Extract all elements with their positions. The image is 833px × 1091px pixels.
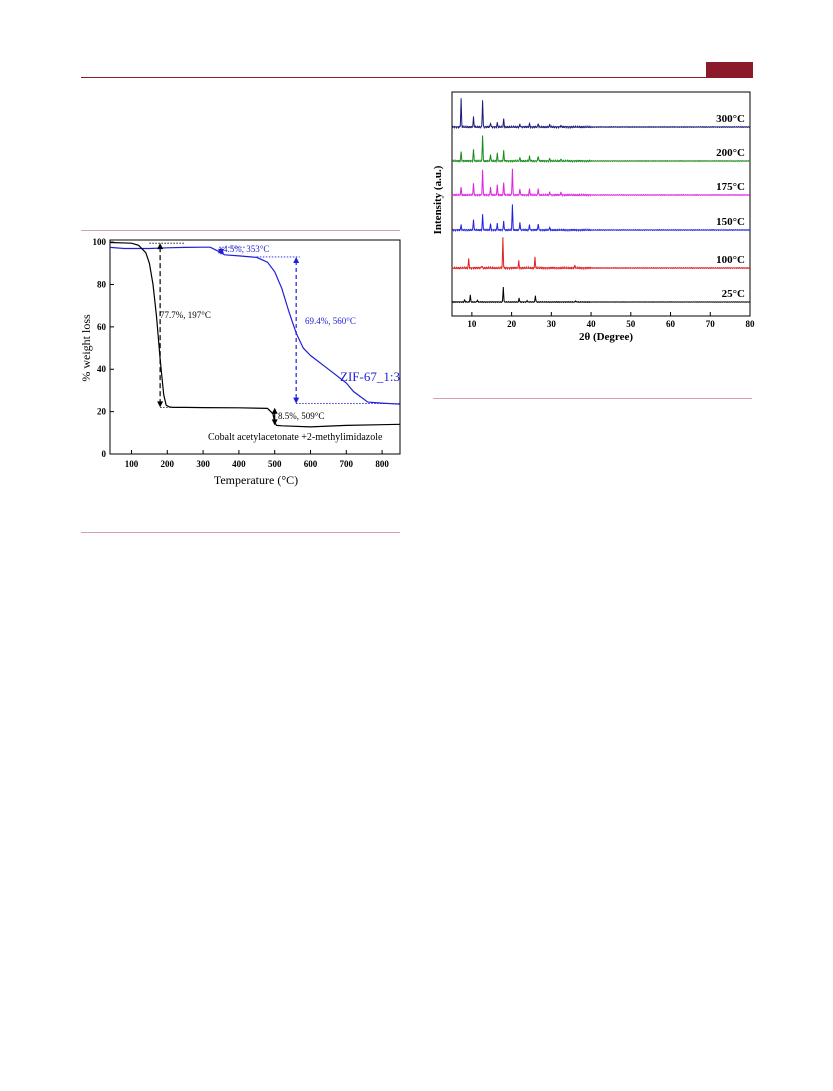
cobalt-minor-loss-arrow-head [271,407,278,414]
tga-y-tick-label: 20 [97,407,107,417]
tga-axes: 100 200 300 400 500 600 700 800 0 20 40 60 80 100 [93,237,401,469]
cobalt-minor-loss-arrow-head [271,419,278,426]
cobalt-series-label: Cobalt acetylacetonate +2-methylimidazol… [208,432,383,443]
tga-x-axis-label: Temperature (°C) [214,473,298,487]
tga-y-tick-label: 0 [102,449,107,459]
tga-y-tick-label: 80 [97,279,107,289]
tga-annotations: 4.5%, 353°C 69.4%, 560°C 77.7%, 197°C 8.5%,… [149,242,400,426]
tga-y-tick-label: 40 [97,364,107,374]
tga-y-axis-label: % weight loss [79,314,93,382]
tga-x-tick-label: 400 [232,459,246,469]
tga-x-tick-label: 200 [161,459,175,469]
figure-bottom-divider [81,532,400,533]
tga-x-tick-label: 100 [125,459,139,469]
tga-annotation: 4.5%, 353°C [223,244,269,254]
tga-annotation: 69.4%, 560°C [305,316,356,326]
header-accent-tab [706,62,753,78]
zif-67-curve [109,246,401,405]
tga-series [109,241,401,428]
zif-series-label: ZIF-67_1:3 [340,369,400,384]
header-rule [81,77,753,78]
zif-minor-loss-arrow-head [217,248,224,255]
tga-annotation: 8.5%, 509°C [278,411,324,421]
tga-y-tick-label: 60 [97,322,107,332]
tga-y-tick-label: 100 [93,237,107,247]
tga-annotation: 77.7%, 197°C [160,310,211,320]
zif-major-loss-arrow-head [293,397,300,404]
tga-x-tick-label: 600 [304,459,318,469]
xrd-bottom-divider [433,398,752,399]
tga-x-tick-label: 300 [196,459,210,469]
tga-plot-frame [109,239,401,455]
figure-top-divider [81,230,400,231]
tga-x-tick-label: 500 [268,459,282,469]
tga-x-tick-label: 700 [340,459,354,469]
zif-major-loss-arrow-head [293,256,300,263]
cobalt-precursor-curve [109,241,401,428]
tga-x-tick-label: 800 [375,459,389,469]
cobalt-loss-arrow-head [157,401,164,408]
cobalt-loss-arrow-head [157,243,164,250]
